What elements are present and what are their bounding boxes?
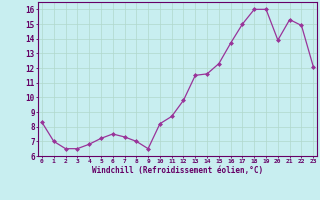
X-axis label: Windchill (Refroidissement éolien,°C): Windchill (Refroidissement éolien,°C) [92,166,263,175]
